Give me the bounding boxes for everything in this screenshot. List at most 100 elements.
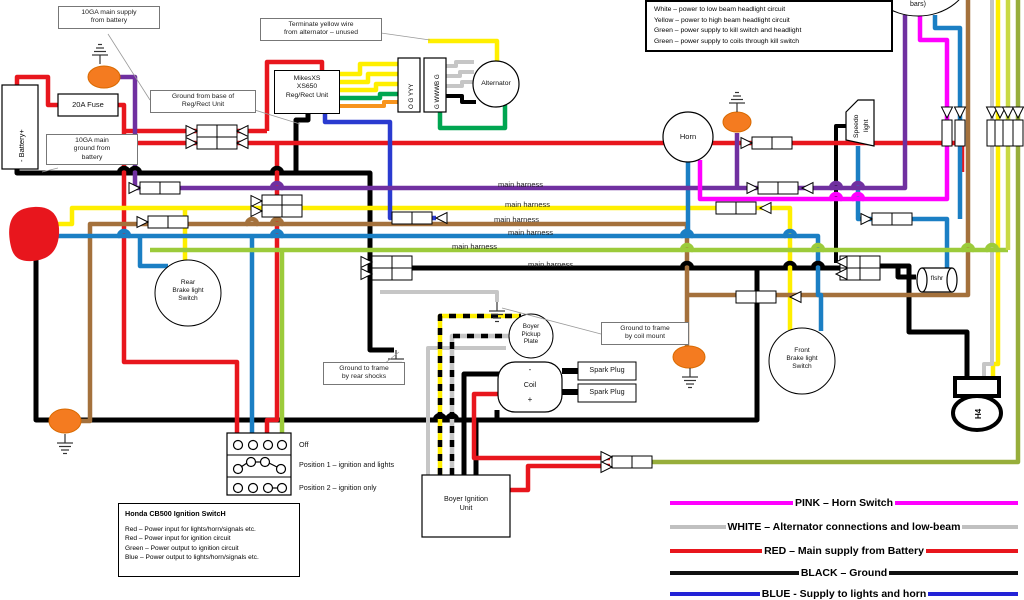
horn-label: Horn (679, 132, 697, 141)
legend-row-white: WHITE – Alternator connections and low-b… (670, 521, 1018, 533)
royal-blue-wire (322, 112, 436, 221)
connector-right-label: G WWWB G (434, 74, 441, 109)
regrect-unit-box: MikesXS XS650 Reg/Rect Unit (274, 70, 340, 114)
legend-label: RED – Main supply from Battery (764, 545, 924, 557)
horn-circle (662, 111, 714, 163)
callout-ground-coil-mount: Ground to frame by coil mount (601, 322, 689, 345)
coil-box (497, 361, 563, 413)
legend-row-blue: BLUE - Supply to lights and horn (670, 588, 1018, 600)
rear-brake-label: Rear Brake light Switch (172, 279, 204, 303)
rear-brake-circle (154, 259, 222, 327)
ignition-pos1-label: Position 1 – ignition and lights (299, 460, 395, 469)
flasher-relay (916, 267, 958, 293)
yellow-green-wires (150, 247, 1008, 433)
callout-leader-lines (41, 31, 602, 365)
callout-ground-battery: 10GA main ground from battery (46, 134, 138, 166)
connector-left-label: O G YYY (408, 84, 415, 109)
turn-signal-rear-right (672, 345, 706, 369)
green-wires (340, 91, 508, 131)
legend-row-pink: PINK – Horn Switch (670, 497, 1019, 509)
handlebar-circle (876, 0, 960, 17)
coil-label: Coil (523, 380, 537, 389)
component-shapes (1, 0, 1003, 538)
legend-line (670, 501, 793, 505)
callout-ground-regrect: Ground from base of Reg/Rect Unit (150, 90, 256, 113)
legend-line (670, 525, 726, 529)
legend-label: PINK – Horn Switch (795, 497, 894, 509)
spark-plug-box-1 (577, 361, 637, 381)
boyer-unit-label: Boyer Ignition Unit (444, 494, 488, 512)
spark-plug-label-1: Spark Plug (589, 365, 625, 374)
info-line-green2: Green – power supply to coils through ki… (654, 37, 800, 45)
main-harness-label-black: main harness (528, 260, 574, 269)
ignition-switch (226, 432, 292, 496)
h4-headlight (951, 376, 1003, 432)
handlebar-wire-info-box: White – power to low beam headlight circ… (645, 0, 893, 52)
info-line-green1: Green – power supply to kill switch and … (654, 27, 802, 35)
legend-line (925, 549, 1018, 553)
callout-terminate-yellow: Terminate yellow wire from alternator – … (260, 18, 382, 41)
alternator-circle (472, 60, 520, 108)
honda-note-title: Honda CB500 Ignition SwitcH (125, 509, 226, 518)
ignition-off-label: Off (299, 440, 309, 449)
spark-plug-label-2: Spark Plug (589, 387, 625, 396)
front-brake-circle (768, 327, 836, 395)
legend-line (889, 571, 1019, 575)
speedo-label-line1: Speedo (853, 114, 860, 138)
ignition-pos2-label: Position 2 – ignition only (299, 483, 377, 492)
honda-note-blue: Blue – Power output to lights/horn/signa… (125, 553, 259, 561)
honda-note-green: Green – Power output to ignition circuit (125, 544, 239, 552)
legend-line (962, 525, 1018, 529)
bars-label: bars) (910, 1, 926, 8)
battery-box (1, 84, 39, 170)
yellow-black-striped-wire (437, 313, 521, 475)
olive-green-wire (652, 0, 1021, 465)
info-line-white: White – power to low beam headlight circ… (654, 6, 786, 13)
wire-hops (116, 165, 1000, 423)
alternator-connector-right (423, 57, 447, 113)
legend-label: BLUE - Supply to lights and horn (761, 588, 927, 600)
honda-note-red2: Red – Power input for ignition circuit (125, 535, 231, 543)
honda-note-red1: Red – Power input for lights/horn/signal… (125, 526, 256, 534)
legend-row-black: BLACK – Ground (670, 567, 1019, 579)
battery-label: - Battery+ (17, 129, 26, 162)
alternator-label: Alternator (481, 80, 511, 87)
legend-label: BLACK – Ground (800, 567, 888, 579)
legend-line (670, 592, 760, 596)
boyer-unit-box (421, 474, 511, 538)
boyer-pickup-circle (508, 313, 554, 359)
fuse-label: 20A Fuse (72, 100, 104, 109)
fuse-box (57, 93, 119, 117)
turn-signal-front-right (722, 111, 752, 133)
legend-line (928, 592, 1018, 596)
boyer-pickup-label: Boyer Pickup Plate (521, 323, 541, 346)
turn-signal-front-left (87, 65, 121, 89)
legend-line (670, 549, 763, 553)
legend-line (670, 571, 799, 575)
honda-ignition-note-box: Honda CB500 Ignition SwitcH Red – Power … (118, 503, 300, 577)
legend-row-red: RED – Main supply from Battery (670, 545, 1018, 557)
flasher-label: flshr (930, 275, 944, 282)
coil-plus-label: + (527, 395, 533, 404)
speedo-label-line2: light (863, 119, 870, 132)
white-black-striped-wire (449, 333, 509, 475)
alternator-connector-left (397, 57, 421, 113)
coil-minus-label: - (528, 365, 532, 374)
tail-light (9, 206, 60, 262)
grey-white-wires (380, 0, 994, 475)
main-harness-label-green: main harness (452, 242, 498, 251)
h4-label: H4 (974, 408, 983, 419)
info-line-yellow: Yellow – power to high beam headlight ci… (654, 16, 790, 24)
spark-plug-box-2 (577, 383, 637, 403)
callout-supply-10ga: 10GA main supply from battery (58, 6, 160, 29)
main-harness-label-brown: main harness (494, 215, 540, 224)
orange-wire (340, 100, 398, 108)
main-harness-label-blue: main harness (508, 228, 554, 237)
speedo-light-tag (845, 99, 875, 147)
callout-ground-rear-shocks: Ground to frame by rear shocks (323, 362, 405, 385)
main-harness-label-purple: main harness (498, 180, 544, 189)
turn-signal-rear-left (48, 408, 82, 434)
black-ground-wires (14, 94, 970, 475)
